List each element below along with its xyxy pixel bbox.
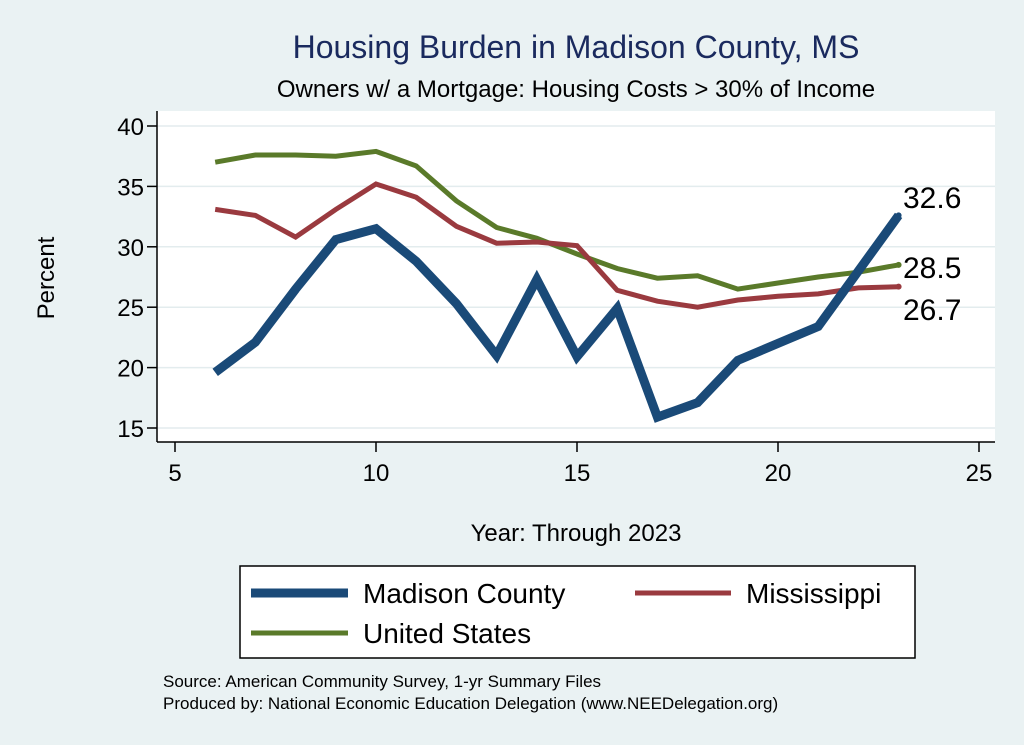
legend: Madison County Mississippi United States <box>239 565 916 659</box>
producer-note: Produced by: National Economic Education… <box>163 694 778 713</box>
x-tick-label: 25 <box>966 460 993 487</box>
end-point-madison-county <box>895 212 902 219</box>
end-label-united-states: 28.5 <box>903 252 961 285</box>
x-tick-label: 15 <box>564 460 591 487</box>
plot-area <box>157 111 995 442</box>
x-tick-label: 5 <box>168 460 181 487</box>
series-layer <box>212 148 903 423</box>
end-point-united-states <box>895 261 902 268</box>
x-axis-title: Year: Through 2023 <box>471 520 682 547</box>
series-line-mississippi <box>214 181 899 310</box>
y-tick-label: 25 <box>117 295 144 322</box>
chart-subtitle: Owners w/ a Mortgage: Housing Costs > 30… <box>277 76 875 103</box>
end-labels: 32.6 26.7 28.5 <box>903 182 961 327</box>
end-point-mississippi <box>895 283 902 290</box>
y-tick-label: 40 <box>117 114 144 141</box>
legend-label-united-states: United States <box>363 618 531 649</box>
x-tick-label: 10 <box>363 460 390 487</box>
chart-title: Housing Burden in Madison County, MS <box>293 29 860 65</box>
y-tick-label: 20 <box>117 356 144 383</box>
y-tick-label: 15 <box>117 416 144 443</box>
legend-label-madison-county: Madison County <box>363 578 565 609</box>
y-tick-label: 35 <box>117 174 144 201</box>
legend-label-mississippi: Mississippi <box>746 578 881 609</box>
source-note: Source: American Community Survey, 1-yr … <box>163 672 601 691</box>
y-axis-title: Percent <box>33 236 60 319</box>
axes: 15 20 25 30 35 40 5 10 15 20 25 <box>117 111 995 487</box>
legend-box <box>239 565 916 659</box>
end-label-mississippi: 26.7 <box>903 294 961 327</box>
end-label-madison-county: 32.6 <box>903 182 961 215</box>
series-line-madison-county <box>212 212 903 423</box>
x-tick-label: 20 <box>765 460 792 487</box>
grid <box>157 125 995 429</box>
y-tick-label: 30 <box>117 235 144 262</box>
